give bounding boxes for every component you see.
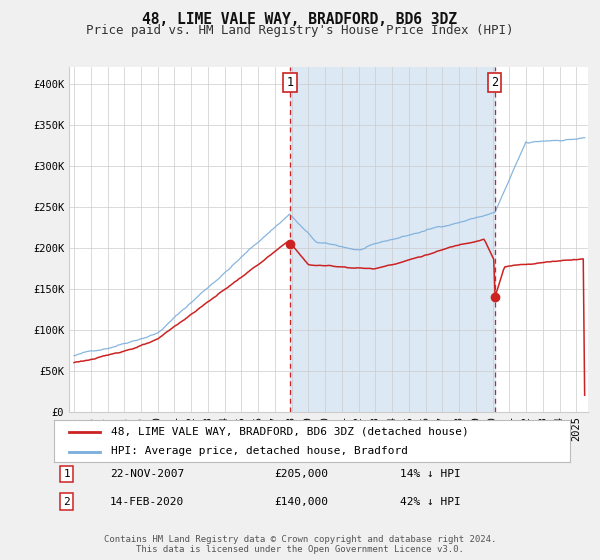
Text: This data is licensed under the Open Government Licence v3.0.: This data is licensed under the Open Gov… [136,545,464,554]
Text: HPI: Average price, detached house, Bradford: HPI: Average price, detached house, Brad… [111,446,408,456]
Text: Contains HM Land Registry data © Crown copyright and database right 2024.: Contains HM Land Registry data © Crown c… [104,535,496,544]
Text: 42% ↓ HPI: 42% ↓ HPI [400,497,461,507]
Text: £140,000: £140,000 [275,497,329,507]
Text: 48, LIME VALE WAY, BRADFORD, BD6 3DZ: 48, LIME VALE WAY, BRADFORD, BD6 3DZ [143,12,458,27]
Text: £205,000: £205,000 [275,469,329,479]
Text: 48, LIME VALE WAY, BRADFORD, BD6 3DZ (detached house): 48, LIME VALE WAY, BRADFORD, BD6 3DZ (de… [111,427,469,437]
Text: 1: 1 [286,76,293,89]
Text: Price paid vs. HM Land Registry's House Price Index (HPI): Price paid vs. HM Land Registry's House … [86,24,514,36]
Text: 22-NOV-2007: 22-NOV-2007 [110,469,184,479]
Text: 1: 1 [64,469,70,479]
Text: 2: 2 [64,497,70,507]
Text: 14% ↓ HPI: 14% ↓ HPI [400,469,461,479]
Text: 2: 2 [491,76,498,89]
Bar [290,67,494,412]
Text: 14-FEB-2020: 14-FEB-2020 [110,497,184,507]
